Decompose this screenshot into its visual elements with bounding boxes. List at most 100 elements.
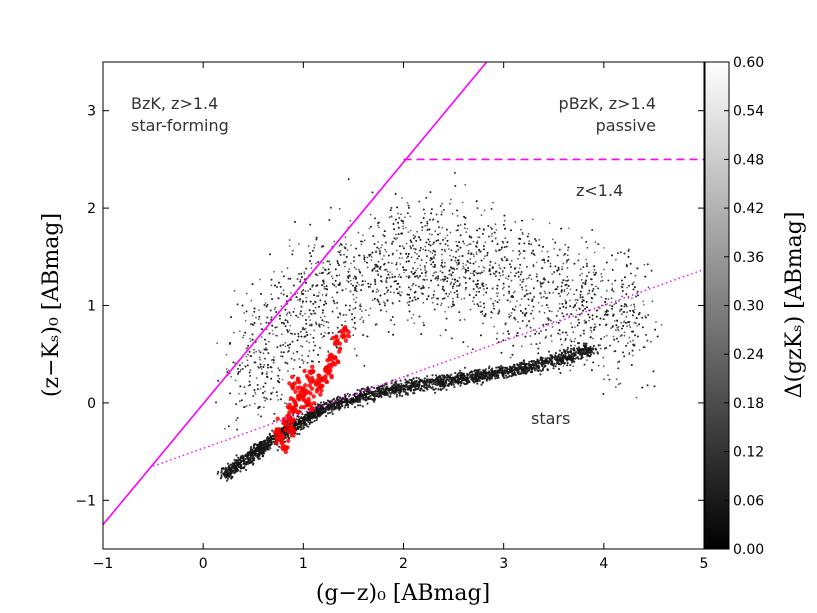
galaxy-point (518, 267, 521, 269)
galaxy-point (271, 370, 273, 373)
galaxy-point (237, 372, 240, 375)
galaxy-point (628, 336, 631, 339)
galaxy-point (463, 318, 466, 321)
galaxy-point (446, 280, 449, 283)
galaxy-point (383, 235, 386, 238)
galaxy-point (483, 288, 485, 290)
galaxy-point (419, 247, 422, 249)
galaxy-point (554, 265, 557, 268)
galaxy-point (539, 281, 542, 283)
galaxy-point (437, 275, 439, 278)
galaxy-point (418, 255, 420, 258)
galaxy-point (478, 249, 480, 251)
galaxy-point (482, 228, 485, 231)
galaxy-point (577, 318, 580, 321)
galaxy-point (629, 326, 632, 329)
galaxy-point (569, 305, 571, 308)
galaxy-point (368, 253, 371, 256)
galaxy-point (572, 365, 575, 368)
galaxy-point (302, 289, 305, 291)
galaxy-point (265, 343, 267, 345)
galaxy-point (445, 292, 448, 295)
galaxy-point (459, 246, 462, 249)
galaxy-point (351, 318, 354, 321)
galaxy-point (504, 237, 507, 240)
galaxy-point (429, 240, 431, 243)
galaxy-point (489, 264, 491, 266)
galaxy-point (611, 287, 614, 290)
galaxy-point (398, 286, 401, 288)
galaxy-point (515, 334, 518, 337)
galaxy-point (385, 310, 388, 313)
galaxy-point (541, 250, 543, 253)
galaxy-point (490, 316, 492, 319)
galaxy-point (273, 308, 276, 311)
galaxy-point (253, 348, 256, 351)
galaxy-point (611, 305, 614, 308)
galaxy-point (514, 221, 517, 223)
galaxy-point (245, 310, 248, 313)
galaxy-point (524, 335, 527, 338)
galaxy-point (299, 366, 301, 368)
galaxy-point (443, 248, 446, 251)
galaxy-point (355, 290, 358, 293)
galaxy-point (468, 277, 471, 280)
galaxy-point (261, 371, 264, 374)
galaxy-point (468, 243, 470, 246)
galaxy-point (585, 279, 587, 282)
galaxy-point (627, 297, 630, 299)
galaxy-point (504, 227, 506, 230)
galaxy-point (478, 290, 480, 293)
galaxy-point (327, 272, 330, 275)
galaxy-point (297, 316, 299, 318)
galaxy-point (363, 239, 366, 242)
galaxy-point (535, 239, 537, 242)
galaxy-point (588, 292, 591, 295)
galaxy-point (535, 330, 538, 333)
galaxy-point (225, 353, 228, 356)
galaxy-point (292, 284, 295, 287)
galaxy-point (573, 293, 576, 296)
galaxy-point (615, 329, 617, 331)
galaxy-point (617, 328, 620, 331)
galaxy-point (353, 348, 356, 350)
galaxy-point (629, 340, 632, 343)
galaxy-point (366, 266, 369, 269)
galaxy-point (239, 364, 241, 367)
galaxy-point (255, 316, 257, 319)
galaxy-point (560, 290, 563, 293)
galaxy-point (361, 310, 363, 312)
galaxy-point (454, 172, 456, 174)
galaxy-point (444, 310, 446, 313)
galaxy-point (424, 249, 427, 252)
galaxy-point (623, 331, 626, 334)
galaxy-point (269, 309, 272, 312)
galaxy-point (494, 262, 497, 265)
galaxy-point (424, 245, 427, 248)
galaxy-point (288, 245, 291, 247)
galaxy-point (647, 286, 650, 289)
galaxy-point (609, 344, 611, 347)
galaxy-point (563, 254, 565, 257)
galaxy-point (374, 217, 376, 220)
galaxy-point (352, 308, 355, 310)
galaxy-point (453, 291, 456, 294)
galaxy-point (341, 324, 343, 327)
galaxy-point (450, 337, 453, 340)
galaxy-point (475, 290, 478, 293)
galaxy-point (305, 323, 308, 325)
galaxy-point (269, 398, 272, 401)
galaxy-point (372, 235, 375, 238)
galaxy-point (437, 284, 440, 286)
galaxy-point (503, 214, 506, 217)
galaxy-point (593, 293, 596, 296)
galaxy-point (500, 351, 503, 354)
galaxy-point (466, 244, 468, 247)
galaxy-point (432, 255, 435, 258)
galaxy-point (636, 290, 639, 293)
galaxy-point (538, 244, 541, 247)
galaxy-point (491, 287, 494, 290)
galaxy-point (615, 324, 618, 326)
galaxy-point (591, 314, 594, 317)
galaxy-point (631, 354, 634, 357)
